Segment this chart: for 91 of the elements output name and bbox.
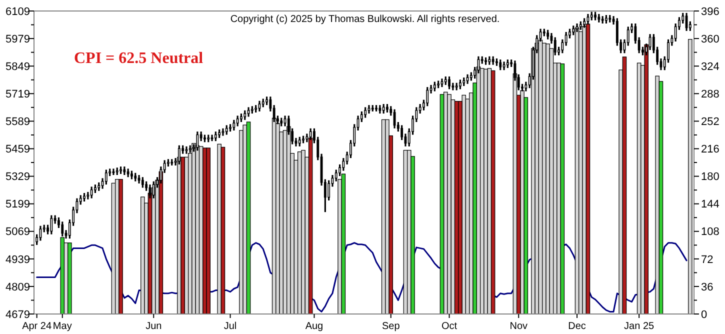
y2-tick-label: 396 [701, 6, 720, 18]
candlestick [229, 123, 232, 132]
candlestick [448, 76, 450, 90]
y-tick-label: 5849 [6, 60, 30, 73]
y-tick-label: 5719 [6, 88, 30, 100]
y-tick-label: 6109 [6, 6, 30, 18]
x-tick-label: Jun [146, 321, 162, 332]
y2-tick-label: 216 [701, 144, 720, 156]
candlestick [459, 78, 462, 90]
candlestick [225, 124, 228, 136]
candlestick [112, 168, 115, 176]
candlestick [342, 157, 345, 172]
y-tick-label: 5979 [6, 33, 30, 46]
bar [68, 242, 72, 314]
candlestick [222, 128, 224, 137]
x-tick-label: Dec [568, 321, 586, 332]
candlestick [605, 14, 608, 24]
candlestick [232, 119, 236, 132]
candlestick [210, 134, 214, 142]
y-tick-label: 5589 [6, 116, 30, 128]
bar [484, 68, 488, 314]
bar [622, 56, 627, 314]
x-tick-label: Apr 24 [22, 321, 52, 332]
candlestick [546, 29, 550, 40]
y2-tick-label: 72 [701, 254, 714, 266]
bar [118, 179, 123, 314]
y2-tick-label: 0 [701, 308, 708, 321]
candlestick [499, 58, 502, 71]
annotation: CPI = 62.5 Neutral [74, 50, 204, 67]
y-tick-label: 5329 [6, 171, 30, 184]
bar [242, 124, 247, 314]
y-tick-label: 4679 [6, 308, 30, 321]
y2-tick-label: 180 [701, 171, 720, 184]
y2-tick-label: 360 [701, 33, 720, 46]
candlestick [298, 136, 301, 148]
y-tick-label: 5069 [6, 226, 30, 238]
candlestick [364, 106, 367, 119]
candlestick [236, 114, 239, 128]
candlestick [266, 96, 268, 106]
x-tick-label: Oct [441, 321, 458, 332]
y-tick-label: 4939 [6, 254, 30, 266]
bar [440, 94, 444, 314]
candlestick [594, 11, 596, 22]
x-tick-label: Aug [305, 321, 324, 332]
y-tick-label: 4809 [6, 281, 30, 294]
candlestick [120, 166, 122, 175]
candlestick [130, 170, 133, 180]
candlestick [240, 112, 242, 123]
bar [546, 44, 550, 314]
y2-tick-label: 144 [701, 198, 720, 211]
candlestick [564, 31, 568, 47]
bar [217, 144, 222, 314]
x-tick-label: Sep [382, 321, 400, 332]
bar [556, 62, 561, 314]
candlestick [382, 103, 385, 114]
candlestick [496, 58, 498, 67]
y-tick-label: 5459 [6, 144, 30, 156]
candlestick [214, 130, 217, 142]
bar [206, 148, 210, 314]
candlestick [375, 104, 378, 112]
x-tick-label: Jul [224, 321, 237, 332]
candlestick [386, 103, 388, 114]
bar [220, 146, 226, 314]
y2-tick-label: 252 [701, 116, 720, 128]
candlestick [204, 134, 206, 143]
candlestick [426, 86, 429, 107]
bar [560, 63, 565, 314]
candlestick [104, 168, 108, 186]
bar [655, 76, 660, 314]
candlestick [484, 56, 487, 66]
bar [246, 122, 251, 314]
bar [301, 150, 306, 314]
y-tick-label: 5199 [6, 198, 30, 211]
annotation: Copyright (c) 2025 by Thomas Bulkowski. All rights reserved. [230, 14, 500, 25]
y2-tick-label: 36 [701, 281, 714, 294]
bar [447, 94, 452, 314]
candlestick [244, 110, 246, 121]
candlestick [90, 186, 93, 200]
x-tick-label: Jan 25 [624, 321, 655, 332]
x-tick-label: May [52, 321, 72, 332]
candlestick [83, 192, 86, 202]
x-tick-label: Nov [510, 321, 528, 332]
y2-tick-label: 108 [701, 226, 720, 238]
y2-tick-label: 288 [701, 88, 720, 100]
candlestick [561, 38, 564, 54]
candlestick [302, 135, 304, 144]
candlestick [141, 176, 144, 189]
y2-tick-label: 324 [701, 60, 720, 73]
candlestick [50, 214, 53, 236]
bar [490, 70, 496, 314]
candlestick [433, 80, 436, 92]
